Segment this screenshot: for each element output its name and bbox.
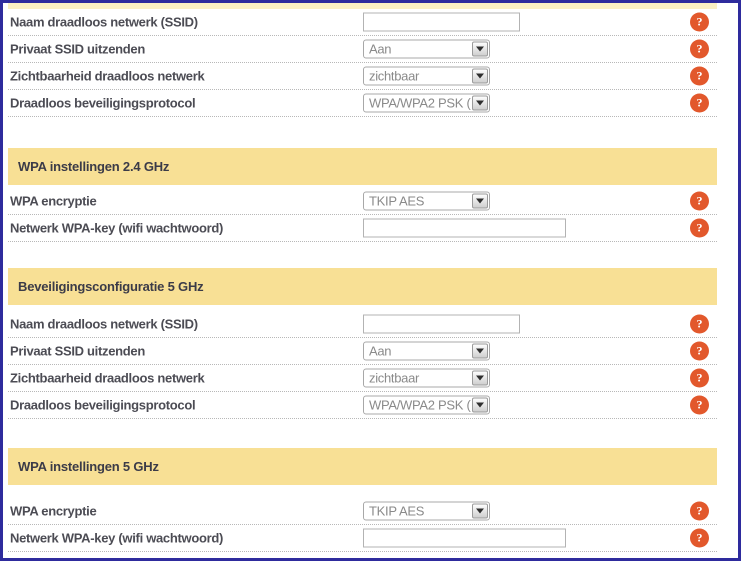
rows-block: WPA encryptie TKIP AES? Netwerk WPA-key (w…	[8, 188, 717, 242]
section-header-partial	[8, 3, 717, 9]
section-header-beveiligingsconfiguratie-5-ghz: Beveiligingsconfiguratie 5 GHz	[8, 268, 717, 305]
field-label-zichtbaarheid-draadloos-netwerk: Zichtbaarheid draadloos netwerk	[10, 370, 205, 386]
control-draadloos-beveiligingsprotocol: WPA/WPA2 PSK (	[363, 395, 490, 415]
row-draadloos-beveiligingsprotocol: Draadloos beveiligingsprotocol WPA/WPA2 P…	[8, 90, 717, 117]
field-label-privaat-ssid-uitzenden: Privaat SSID uitzenden	[10, 41, 145, 57]
help-icon[interactable]: ?	[690, 191, 709, 211]
control-wpa-encryptie: TKIP AES	[363, 191, 490, 211]
zichtbaarheid-draadloos-netwerk-select[interactable]: zichtbaar	[363, 66, 490, 86]
select-value: TKIP AES	[369, 193, 425, 209]
field-label-netwerk-wpa-key-wifi-wachtwoord: Netwerk WPA-key (wifi wachtwoord)	[10, 220, 224, 236]
row-wpa-encryptie: WPA encryptie TKIP AES?	[8, 188, 717, 215]
select-value: TKIP AES	[369, 503, 425, 519]
chevron-down-icon[interactable]	[472, 343, 488, 359]
section-header-wpa-instellingen-5-ghz: WPA instellingen 5 GHz	[8, 448, 717, 485]
control-netwerk-wpa-key-wifi-wachtwoord	[363, 218, 566, 238]
field-label-privaat-ssid-uitzenden: Privaat SSID uitzenden	[10, 343, 145, 359]
draadloos-beveiligingsprotocol-select[interactable]: WPA/WPA2 PSK (	[363, 93, 490, 113]
chevron-down-icon[interactable]	[472, 370, 488, 386]
row-wpa-encryptie: WPA encryptie TKIP AES?	[8, 498, 717, 525]
help-icon[interactable]: ?	[690, 501, 709, 521]
chevron-down-icon[interactable]	[472, 41, 488, 57]
field-label-wpa-encryptie: WPA encryptie	[10, 503, 97, 519]
help-icon[interactable]: ?	[690, 93, 709, 113]
field-label-wpa-encryptie: WPA encryptie	[10, 193, 97, 209]
row-privaat-ssid-uitzenden: Privaat SSID uitzenden Aan?	[8, 36, 717, 63]
privaat-ssid-uitzenden-select[interactable]: Aan	[363, 341, 490, 361]
help-icon[interactable]: ?	[690, 39, 709, 59]
select-value: WPA/WPA2 PSK (	[369, 95, 471, 111]
rows-block: Naam draadloos netwerk (SSID)? Privaat SS…	[8, 9, 717, 117]
naam-draadloos-netwerk-ssid-input[interactable]	[363, 314, 520, 334]
naam-draadloos-netwerk-ssid-input[interactable]	[363, 12, 520, 32]
chevron-down-icon[interactable]	[472, 503, 488, 519]
netwerk-wpa-key-wifi-wachtwoord-input[interactable]	[363, 218, 566, 238]
wpa-encryptie-select[interactable]: TKIP AES	[363, 191, 490, 211]
select-value: zichtbaar	[369, 68, 420, 84]
field-label-netwerk-wpa-key-wifi-wachtwoord: Netwerk WPA-key (wifi wachtwoord)	[10, 530, 224, 546]
help-icon[interactable]: ?	[690, 368, 709, 388]
row-privaat-ssid-uitzenden: Privaat SSID uitzenden Aan?	[8, 338, 717, 365]
rows-block: Naam draadloos netwerk (SSID)? Privaat SS…	[8, 311, 717, 419]
chevron-down-icon[interactable]	[472, 95, 488, 111]
wpa-encryptie-select[interactable]: TKIP AES	[363, 501, 490, 521]
chevron-down-icon[interactable]	[472, 193, 488, 209]
row-netwerk-wpa-key-wifi-wachtwoord: Netwerk WPA-key (wifi wachtwoord)?	[8, 525, 717, 552]
field-label-draadloos-beveiligingsprotocol: Draadloos beveiligingsprotocol	[10, 95, 196, 111]
row-draadloos-beveiligingsprotocol: Draadloos beveiligingsprotocol WPA/WPA2 P…	[8, 392, 717, 419]
select-value: WPA/WPA2 PSK (	[369, 397, 471, 413]
draadloos-beveiligingsprotocol-select[interactable]: WPA/WPA2 PSK (	[363, 395, 490, 415]
row-zichtbaarheid-draadloos-netwerk: Zichtbaarheid draadloos netwerk zichtbaar…	[8, 63, 717, 90]
select-value: Aan	[369, 343, 392, 359]
help-icon[interactable]: ?	[690, 66, 709, 86]
netwerk-wpa-key-wifi-wachtwoord-input[interactable]	[363, 528, 566, 548]
control-netwerk-wpa-key-wifi-wachtwoord	[363, 528, 566, 548]
field-label-zichtbaarheid-draadloos-netwerk: Zichtbaarheid draadloos netwerk	[10, 68, 205, 84]
control-wpa-encryptie: TKIP AES	[363, 501, 490, 521]
settings-form: Naam draadloos netwerk (SSID)? Privaat SS…	[8, 9, 717, 552]
help-icon[interactable]: ?	[690, 218, 709, 238]
section-header-wpa-instellingen-2-4-ghz: WPA instellingen 2.4 GHz	[8, 148, 717, 185]
field-label-naam-draadloos-netwerk-ssid: Naam draadloos netwerk (SSID)	[10, 14, 198, 30]
help-icon[interactable]: ?	[690, 12, 709, 32]
field-label-draadloos-beveiligingsprotocol: Draadloos beveiligingsprotocol	[10, 397, 196, 413]
control-zichtbaarheid-draadloos-netwerk: zichtbaar	[363, 368, 490, 388]
select-value: Aan	[369, 41, 392, 57]
help-icon[interactable]: ?	[690, 395, 709, 415]
control-privaat-ssid-uitzenden: Aan	[363, 39, 490, 59]
chevron-down-icon[interactable]	[472, 397, 488, 413]
select-value: zichtbaar	[369, 370, 420, 386]
help-icon[interactable]: ?	[690, 341, 709, 361]
field-label-naam-draadloos-netwerk-ssid: Naam draadloos netwerk (SSID)	[10, 316, 198, 332]
row-netwerk-wpa-key-wifi-wachtwoord: Netwerk WPA-key (wifi wachtwoord)?	[8, 215, 717, 242]
control-privaat-ssid-uitzenden: Aan	[363, 341, 490, 361]
control-naam-draadloos-netwerk-ssid	[363, 12, 520, 32]
control-zichtbaarheid-draadloos-netwerk: zichtbaar	[363, 66, 490, 86]
zichtbaarheid-draadloos-netwerk-select[interactable]: zichtbaar	[363, 368, 490, 388]
control-naam-draadloos-netwerk-ssid	[363, 314, 520, 334]
help-icon[interactable]: ?	[690, 314, 709, 334]
row-naam-draadloos-netwerk-ssid: Naam draadloos netwerk (SSID)?	[8, 311, 717, 338]
wireless-settings-page: Naam draadloos netwerk (SSID)? Privaat SS…	[3, 3, 738, 558]
rows-block: WPA encryptie TKIP AES? Netwerk WPA-key (w…	[8, 498, 717, 552]
chevron-down-icon[interactable]	[472, 68, 488, 84]
privaat-ssid-uitzenden-select[interactable]: Aan	[363, 39, 490, 59]
control-draadloos-beveiligingsprotocol: WPA/WPA2 PSK (	[363, 93, 490, 113]
row-naam-draadloos-netwerk-ssid: Naam draadloos netwerk (SSID)?	[8, 9, 717, 36]
row-zichtbaarheid-draadloos-netwerk: Zichtbaarheid draadloos netwerk zichtbaar…	[8, 365, 717, 392]
help-icon[interactable]: ?	[690, 528, 709, 548]
